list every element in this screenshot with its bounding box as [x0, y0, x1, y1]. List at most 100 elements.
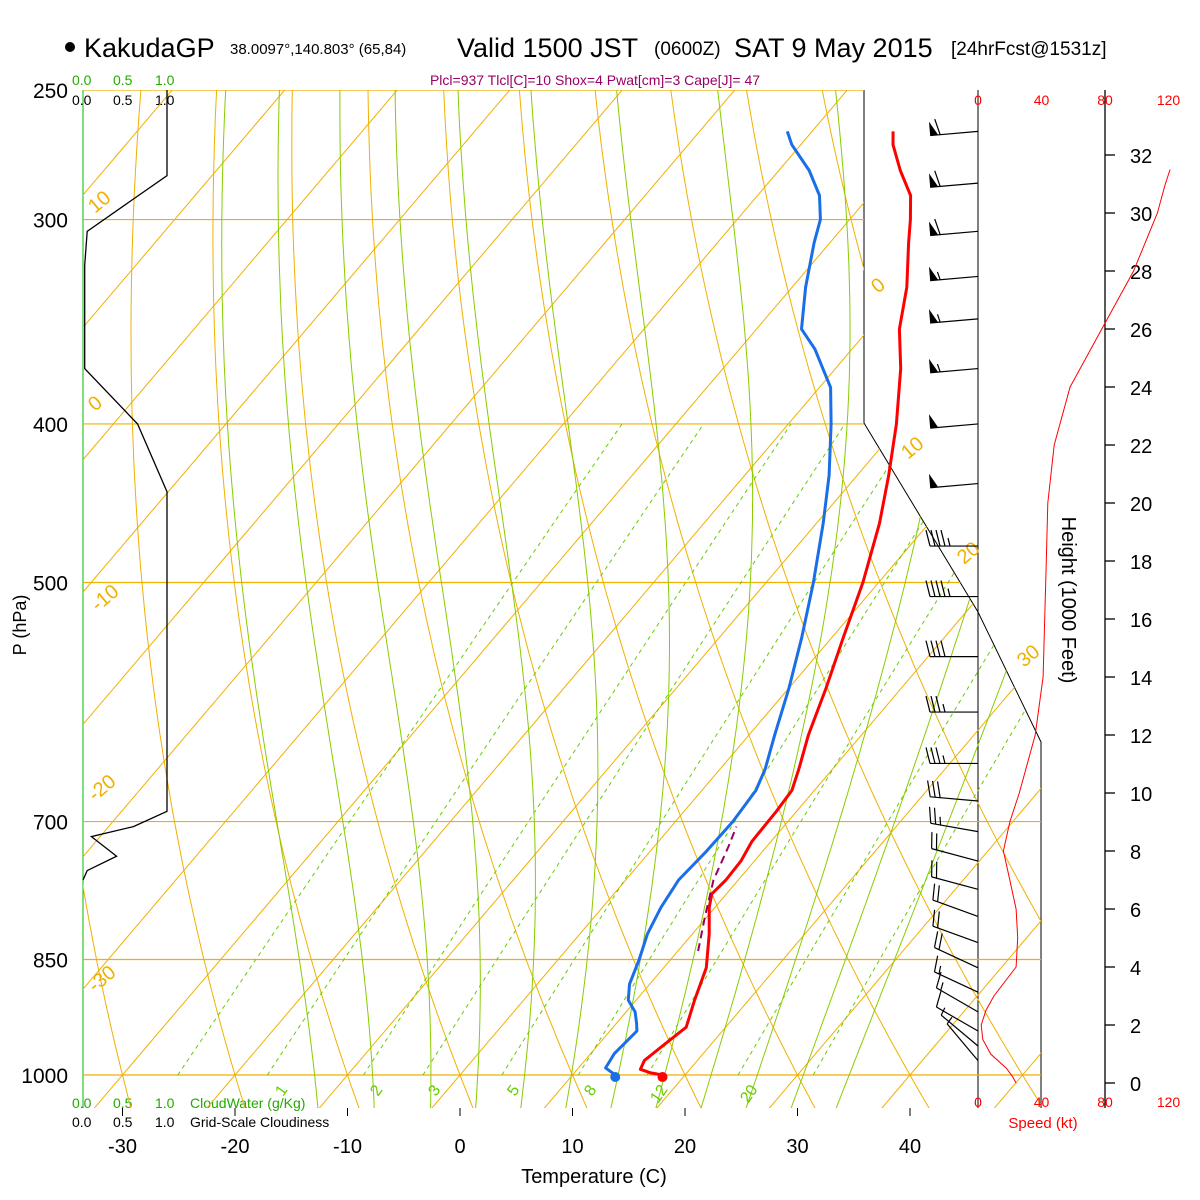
- temperature-tick-label: -10: [333, 1136, 362, 1158]
- isotherm-line: [525, 90, 1041, 1108]
- cloudwater-label: CloudWater (g/Kg): [190, 1095, 305, 1111]
- wind-barb: [946, 1016, 979, 1062]
- cloudiness-scale-bottom-0: 0.0: [72, 1114, 92, 1130]
- wind-barb: [932, 883, 979, 918]
- wind-barb: [931, 832, 979, 862]
- dry-adiabat-label: 10: [897, 433, 928, 464]
- height-tick-label: 18: [1130, 552, 1152, 574]
- height-tick-label: 4: [1130, 958, 1141, 980]
- pressure-tick-label: 850: [33, 950, 68, 973]
- cloudwater-scale-top-05: 0.5: [113, 72, 133, 88]
- moist-adiabat-line: [610, 90, 670, 1108]
- sounding-parameters: Plcl=937 Tlcl[C]=10 Shox=4 Pwat[cm]=3 Ca…: [430, 72, 760, 88]
- valid-date: SAT 9 May 2015: [734, 33, 933, 63]
- isotherm-line: [863, 90, 1041, 1108]
- wind-speed-profile-line: [980, 169, 1171, 1084]
- wind-barb: [928, 309, 979, 324]
- y-axis-title: P (hPa): [10, 595, 30, 656]
- dewpoint-profile-line: [604, 130, 833, 1077]
- station-bullet-icon: [65, 42, 75, 52]
- wind-barb: [928, 473, 979, 489]
- temperature-tick-label: -20: [221, 1136, 250, 1158]
- wind-barb: [928, 170, 979, 188]
- height-tick-label: 10: [1130, 784, 1152, 806]
- isotherm-line: [83, 90, 985, 1108]
- dry-adiabat-line: [291, 90, 483, 1108]
- dry-adiabat-label: -20: [84, 770, 120, 805]
- mixing-ratio-line: [646, 423, 1041, 1076]
- wind-barb: [928, 806, 979, 833]
- wind-barb: [925, 695, 978, 713]
- dry-adiabat-line: [130, 90, 253, 1108]
- cloudiness-scale-bottom-1: 1.0: [155, 1114, 175, 1130]
- height-tick-label: 30: [1130, 204, 1152, 226]
- isotherm-line: [638, 90, 1041, 1108]
- speed-tick-label: 0: [974, 1094, 982, 1110]
- dry-adiabat-line: [442, 90, 713, 1108]
- wind-barb: [925, 580, 978, 598]
- temperature-tick-label: 10: [561, 1136, 583, 1158]
- mixing-ratio-line: [422, 423, 846, 1076]
- wind-barb: [928, 218, 979, 237]
- cloudwater-scale-top-0: 0.0: [72, 72, 92, 88]
- x-axis-title: Temperature (C): [521, 1166, 667, 1188]
- pressure-tick-label: 250: [33, 80, 68, 103]
- isotherm-line: [83, 90, 873, 1108]
- wind-barb: [933, 955, 979, 993]
- wind-barb: [925, 747, 978, 765]
- isotherm-line: [83, 90, 535, 1108]
- dry-adiabat-line: [965, 90, 1041, 1108]
- pressure-tick-label: 700: [33, 812, 68, 835]
- isotherm-line: [83, 90, 760, 1108]
- cloudwater-scale-bottom-05: 0.5: [113, 1095, 133, 1111]
- speed-axis-title: Speed (kt): [1008, 1115, 1077, 1132]
- surface-temperature-point: [657, 1072, 668, 1082]
- height-tick-label: 24: [1130, 378, 1152, 400]
- height-tick-label: 6: [1130, 900, 1141, 922]
- mixing-ratio-label: 5: [504, 1082, 523, 1099]
- pressure-tick-label: 500: [33, 573, 68, 596]
- height-tick-label: 26: [1130, 320, 1152, 342]
- dry-adiabat-label: 30: [1013, 641, 1044, 672]
- moist-adiabat-line: [790, 90, 1041, 1108]
- cloudwater-scale-bottom-1: 1.0: [155, 1095, 175, 1111]
- isotherm-line: [83, 90, 310, 1108]
- moist-adiabat-line: [528, 90, 599, 1108]
- dry-adiabat-line: [591, 90, 943, 1108]
- height-axis-title: Height (1000 Feet): [1057, 517, 1079, 684]
- isotherm-line: [413, 90, 1041, 1108]
- mixing-ratio-line: [363, 423, 792, 1076]
- wind-barb: [931, 860, 979, 890]
- wind-barb: [928, 414, 979, 429]
- mixing-ratio-label: 20: [737, 1082, 761, 1106]
- moist-adiabat-line: [655, 90, 754, 1108]
- dry-adiabat-label: 10: [84, 187, 115, 218]
- wind-barb: [928, 358, 979, 374]
- wind-barb: [928, 266, 979, 282]
- isotherm-line: [750, 90, 1041, 1108]
- height-tick-label: 8: [1130, 842, 1141, 864]
- pressure-tick-label: 300: [33, 210, 68, 233]
- dry-adiabat-label: -30: [84, 961, 120, 996]
- mixing-ratio-line: [577, 423, 986, 1076]
- height-tick-label: 0: [1130, 1074, 1141, 1096]
- dry-adiabat-label: -10: [87, 580, 123, 615]
- cloudiness-scale-top-05: 0.5: [113, 92, 133, 108]
- wind-barb: [925, 640, 978, 658]
- cloudiness-scale-bottom-05: 0.5: [113, 1114, 133, 1130]
- dry-adiabat-line: [666, 90, 1041, 1108]
- dry-adiabat-line: [367, 90, 598, 1108]
- temperature-tick-label: 40: [899, 1136, 921, 1158]
- moist-adiabat-line: [277, 90, 375, 1108]
- moist-adiabat-line: [456, 90, 536, 1108]
- isotherm-line: [83, 90, 423, 1108]
- moist-adiabat-line: [339, 90, 432, 1108]
- height-tick-label: 12: [1130, 726, 1152, 748]
- mixing-ratio-line: [266, 423, 705, 1076]
- height-tick-label: 20: [1130, 494, 1152, 516]
- mixing-ratio-line: [177, 423, 623, 1076]
- dry-adiabat-line: [741, 90, 1041, 1108]
- height-tick-label: 22: [1130, 436, 1152, 458]
- speed-tick-label: 40: [1034, 92, 1050, 108]
- forecast-info: [24hrFcst@1531z]: [951, 39, 1107, 60]
